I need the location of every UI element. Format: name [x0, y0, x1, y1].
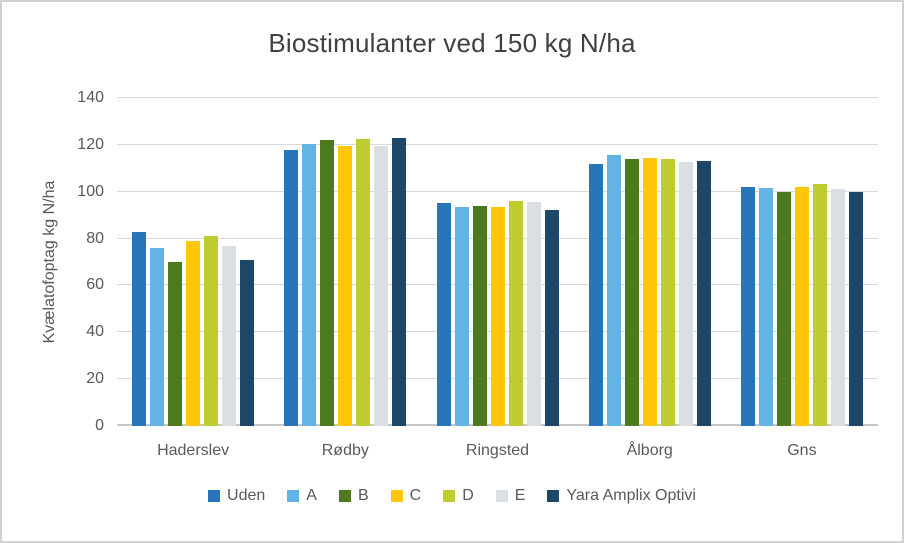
legend-swatch-icon: [287, 490, 300, 502]
bar-yara-amplix-optivi-rødby: [392, 137, 407, 426]
bar-d-rødby: [356, 139, 371, 426]
x-label-haderslev: Haderslev: [157, 442, 230, 459]
x-label-ålborg: Ålborg: [626, 442, 673, 459]
bar-c-rødby: [338, 146, 353, 426]
bar-a-gns: [758, 188, 773, 426]
bar-a-rødby: [302, 143, 317, 426]
chart-title: Biostimulanter ved 150 kg N/ha: [268, 28, 636, 58]
bar-group-rødby: [269, 98, 421, 426]
legend-label: B: [357, 487, 369, 504]
bar-c-haderslev: [186, 240, 201, 426]
bar-b-rødby: [320, 140, 335, 426]
y-tick-label-120: 120: [77, 135, 104, 153]
legend-label: D: [462, 487, 474, 504]
y-tick-label-40: 40: [86, 323, 104, 341]
x-axis-category-labels: Haderslev Rødby Ringsted Ålborg Gns: [117, 442, 878, 460]
legend-swatch-icon: [208, 490, 221, 502]
bar-e-rødby: [374, 146, 389, 426]
legend-item-b: B: [338, 487, 369, 505]
bar-c-ålborg: [642, 157, 657, 426]
bar-groups: [117, 98, 878, 426]
plot-area: [117, 97, 878, 426]
legend-item-d: D: [443, 487, 474, 505]
bar-c-gns: [794, 187, 809, 426]
gridline-100: [117, 190, 878, 192]
bar-b-haderslev: [168, 262, 183, 426]
x-label-rødby: Rødby: [321, 442, 369, 459]
legend-item-uden: Uden: [208, 487, 265, 505]
legend-label: E: [514, 487, 526, 504]
legend: Uden A B C D E Yara Amplix Optivi: [2, 487, 902, 505]
legend-swatch-icon: [443, 490, 456, 502]
y-tick-label-0: 0: [95, 417, 104, 434]
bar-yara-amplix-optivi-ringsted: [544, 210, 559, 426]
legend-label: C: [409, 487, 422, 504]
legend-item-a: A: [287, 487, 317, 505]
bar-yara-amplix-optivi-gns: [848, 191, 863, 426]
legend-item-e: E: [495, 487, 526, 505]
legend-swatch-icon: [547, 490, 560, 502]
bar-uden-ålborg: [588, 163, 603, 426]
bar-e-haderslev: [222, 245, 237, 426]
bar-d-gns: [812, 183, 827, 426]
bar-group-haderslev: [117, 98, 269, 426]
y-tick-label-140: 140: [77, 89, 104, 106]
legend-label: Uden: [227, 487, 266, 504]
bar-d-ålborg: [660, 158, 675, 426]
bar-uden-gns: [740, 187, 755, 426]
y-tick-label-80: 80: [86, 229, 104, 247]
legend-swatch-icon: [338, 490, 351, 502]
legend-item-c: C: [390, 487, 422, 505]
y-axis-title: Kvælatofoptag kg N/ha: [41, 180, 58, 344]
legend-label: Yara Amplix Optivi: [566, 487, 696, 504]
bar-group-ringsted: [421, 98, 573, 426]
bar-a-ålborg: [606, 155, 621, 426]
legend-swatch-icon: [495, 490, 508, 502]
bar-uden-haderslev: [132, 231, 147, 426]
bar-a-haderslev: [150, 247, 165, 426]
bar-b-ringsted: [472, 205, 487, 426]
gridline-120: [117, 143, 878, 145]
legend-swatch-icon: [390, 490, 403, 502]
legend-item-yara-amplix-optivi: Yara Amplix Optivi: [547, 487, 696, 505]
x-label-ringsted: Ringsted: [465, 442, 530, 459]
bar-d-ringsted: [508, 201, 523, 426]
y-tick-label-100: 100: [77, 182, 104, 200]
bar-yara-amplix-optivi-ålborg: [696, 161, 711, 426]
bar-b-ålborg: [624, 158, 639, 426]
bar-e-ringsted: [526, 202, 541, 426]
bar-group-ålborg: [574, 98, 726, 426]
y-tick-label-20: 20: [86, 370, 104, 388]
bar-e-gns: [830, 189, 845, 426]
bar-d-haderslev: [204, 236, 219, 426]
y-tick-label-60: 60: [86, 276, 104, 294]
bar-e-ålborg: [678, 162, 693, 426]
bar-yara-amplix-optivi-haderslev: [240, 259, 255, 426]
bar-uden-ringsted: [436, 203, 451, 426]
x-label-gns: Gns: [787, 442, 817, 459]
gridline-140: [117, 97, 878, 98]
bar-uden-rødby: [284, 149, 299, 426]
bar-a-ringsted: [454, 206, 469, 426]
legend-label: A: [306, 487, 317, 504]
bar-b-gns: [776, 191, 791, 426]
bar-group-gns: [726, 98, 878, 426]
bar-c-ringsted: [490, 206, 505, 426]
